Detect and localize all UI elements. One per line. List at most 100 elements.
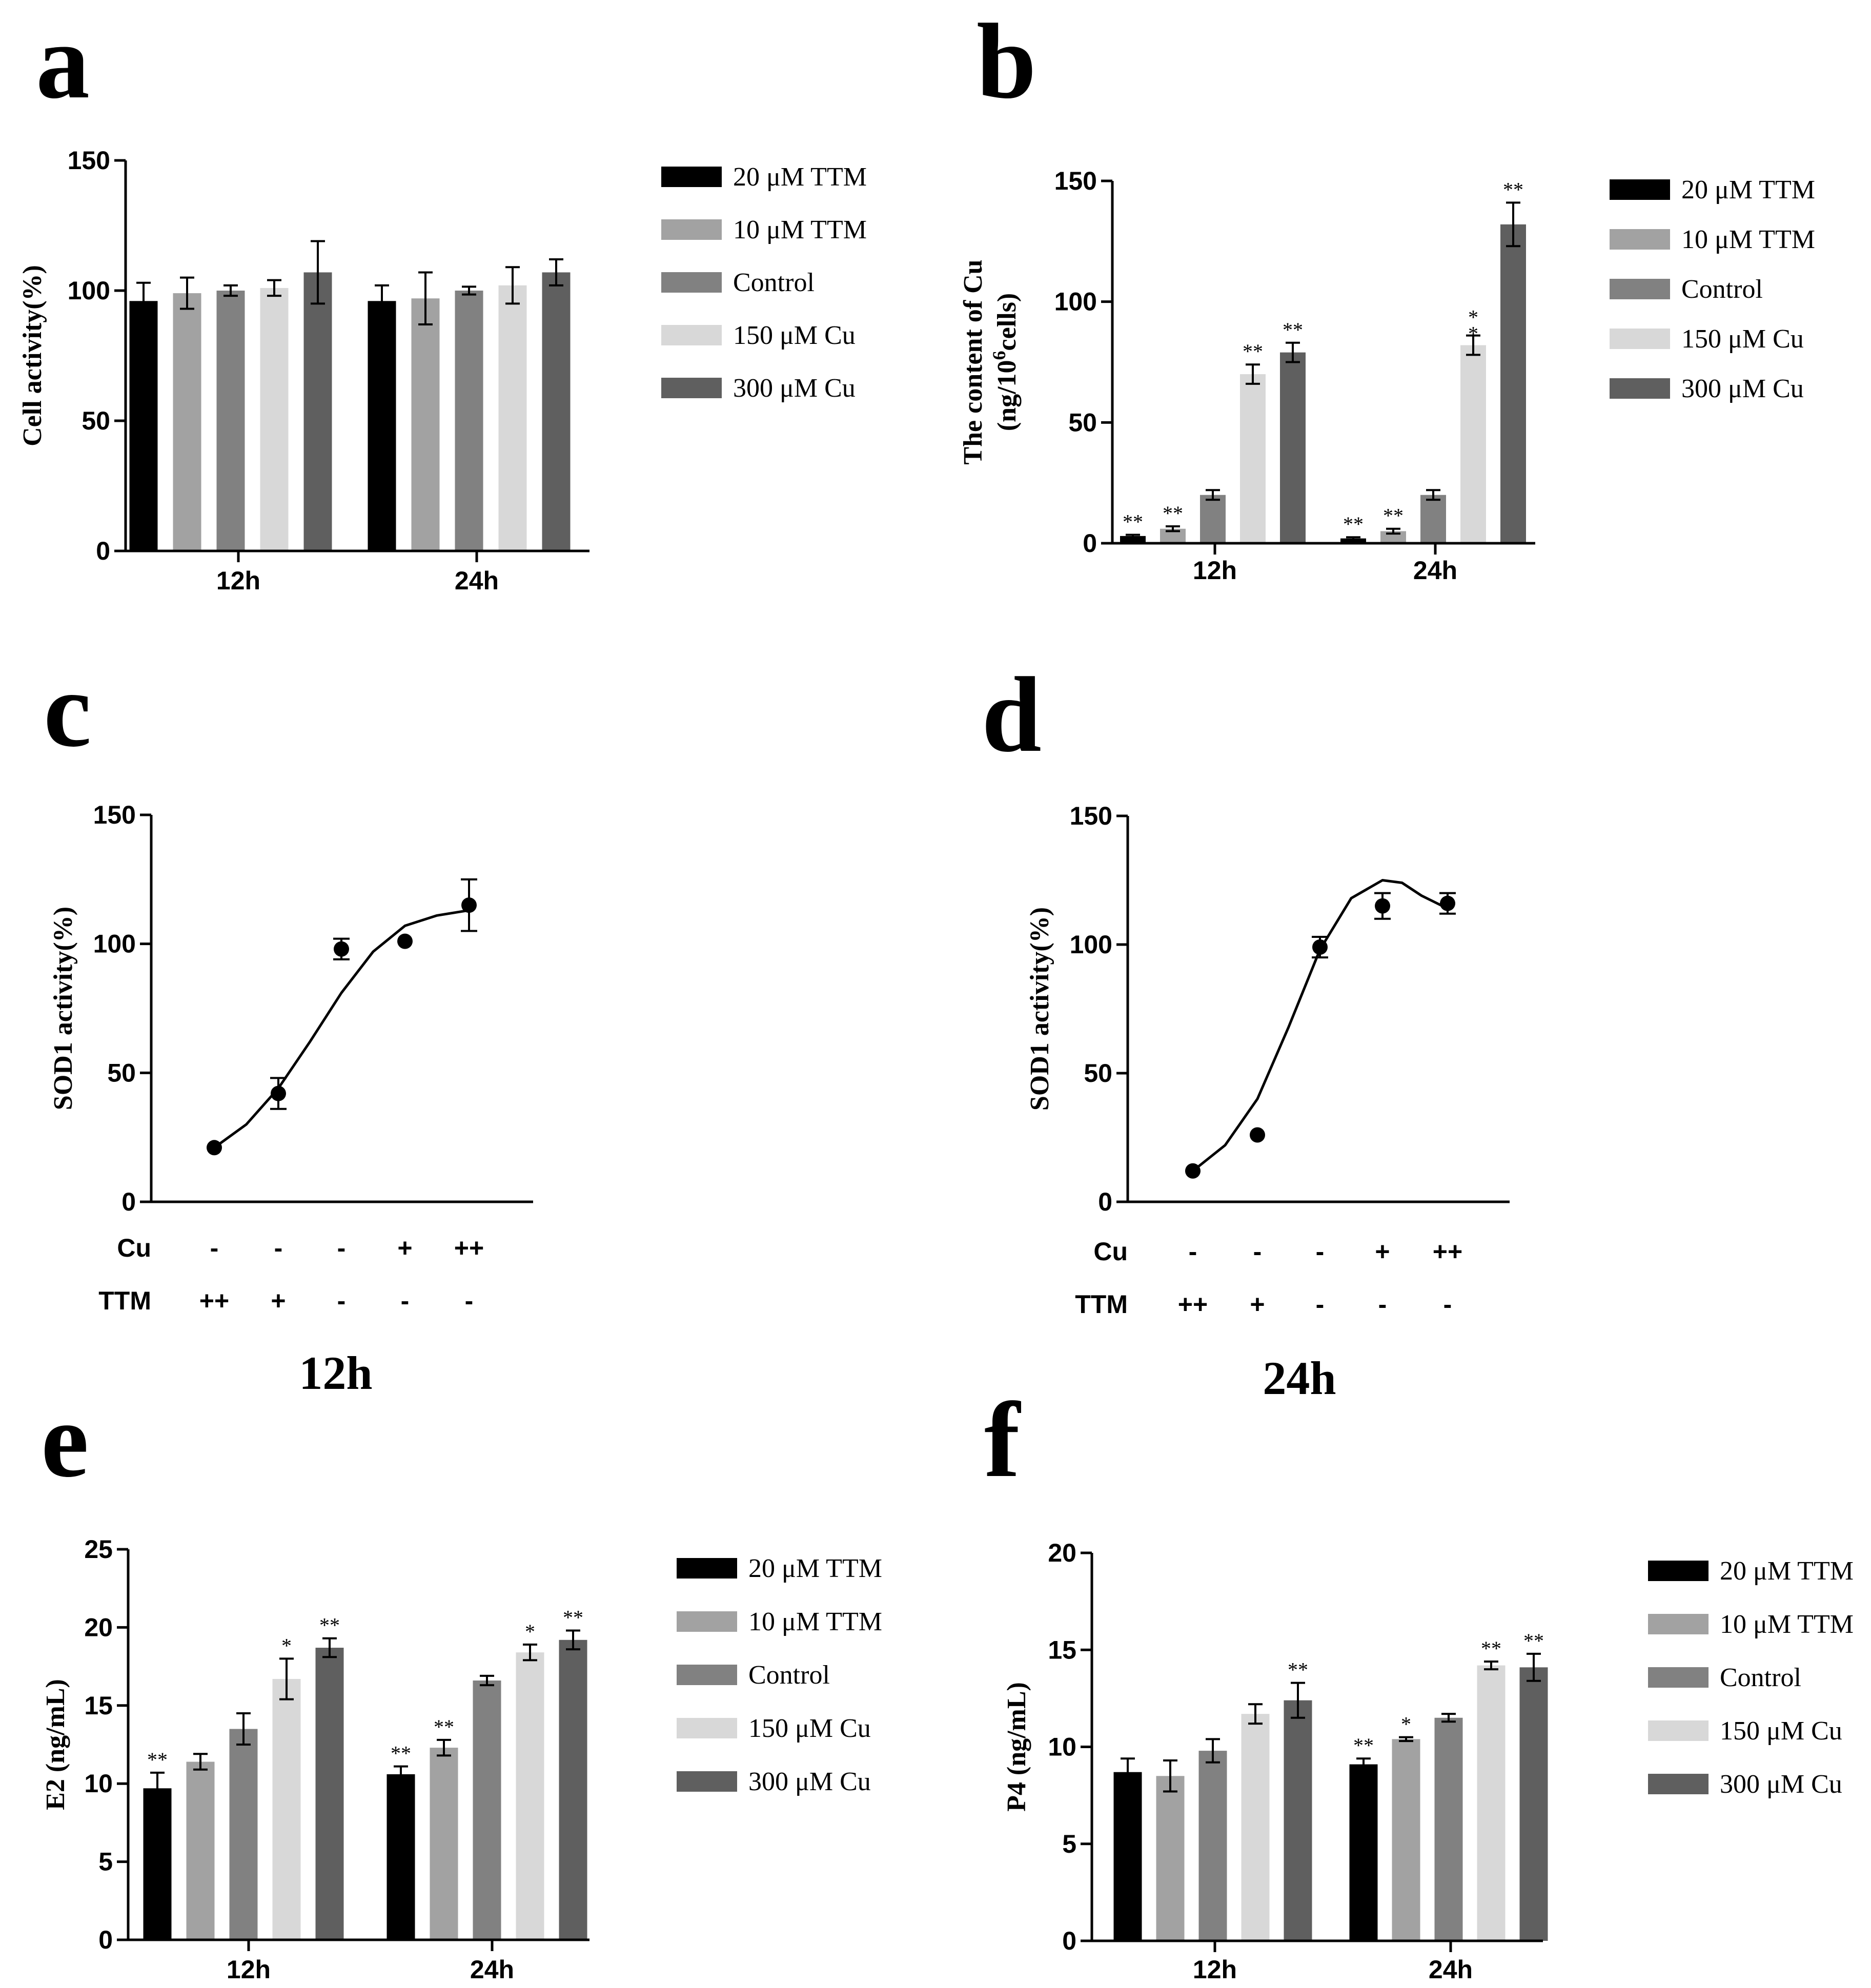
- legend-label: 20 μM TTM: [733, 162, 867, 192]
- ttm-row-label: TTM: [1075, 1290, 1128, 1319]
- bar: [430, 1748, 458, 1940]
- y-tick-label: 0: [96, 537, 110, 565]
- panel-a: a 12h 24h 0 50 100 150 Cell activity(%) 20 μM TT…: [18, 2, 867, 595]
- y-tick-label: 150: [68, 146, 110, 175]
- significance-mark: *: [1468, 322, 1478, 345]
- significance-mark: *: [1401, 1713, 1411, 1736]
- y-tick-label: 25: [84, 1535, 113, 1564]
- legend-label: 150 μM Cu: [1720, 1716, 1842, 1746]
- panel-letter: b: [977, 2, 1036, 121]
- y-tick-label: 50: [82, 406, 110, 435]
- bar: [260, 288, 289, 551]
- legend-swatch: [677, 1558, 737, 1579]
- data-point: [1185, 1163, 1201, 1179]
- significance-mark: **: [1243, 340, 1263, 363]
- y-tick-label: 50: [1068, 408, 1097, 437]
- legend-swatch: [661, 378, 722, 398]
- bar: [129, 301, 158, 551]
- significance-mark: **: [1481, 1637, 1501, 1660]
- y-tick-label: 100: [1054, 288, 1097, 316]
- bar: [1200, 495, 1226, 543]
- legend-label: Control: [1681, 275, 1763, 304]
- bar: [1460, 345, 1486, 543]
- cu-condition: -: [210, 1234, 219, 1262]
- data-point: [461, 897, 477, 913]
- significance-mark: **: [1353, 1734, 1374, 1757]
- legend-swatch: [1648, 1720, 1709, 1741]
- data-point: [1440, 895, 1455, 911]
- chart-title: 12h: [299, 1347, 372, 1399]
- significance-mark: **: [1383, 504, 1404, 527]
- bar: [1156, 1776, 1185, 1941]
- legend-swatch: [677, 1611, 737, 1632]
- y-axis-title: P4 (ng/mL): [1002, 1682, 1031, 1812]
- y-tick-label: 5: [98, 1848, 113, 1876]
- bar: [498, 285, 527, 551]
- ttm-condition: ++: [1178, 1290, 1208, 1319]
- cu-condition: +: [397, 1234, 412, 1262]
- y-axis-title-units: (ng/106cells): [989, 293, 1022, 431]
- legend-label: 20 μM TTM: [1681, 175, 1815, 204]
- y-axis-title: SOD1 activity(%): [49, 907, 78, 1110]
- y-tick-label: 15: [1048, 1635, 1076, 1664]
- bar: [1500, 224, 1526, 544]
- y-tick-label: 100: [68, 276, 110, 305]
- significance-mark: **: [1123, 510, 1143, 534]
- data-point: [207, 1140, 222, 1156]
- legend-label: Control: [748, 1661, 830, 1690]
- legend-label: 20 μM TTM: [1720, 1556, 1854, 1586]
- significance-mark: *: [525, 1620, 535, 1643]
- cu-condition: -: [1316, 1237, 1325, 1266]
- bar: [216, 291, 245, 551]
- y-tick-label: 15: [84, 1691, 113, 1720]
- legend-label: Control: [1720, 1663, 1801, 1692]
- units-superscript: 6: [989, 351, 1009, 360]
- data-point: [1250, 1127, 1265, 1143]
- legend-label: 300 μM Cu: [1720, 1770, 1842, 1799]
- bar: [1340, 538, 1366, 543]
- significance-mark: **: [1523, 1629, 1544, 1652]
- ttm-condition: +: [271, 1286, 286, 1315]
- y-tick-label: 100: [93, 930, 136, 958]
- y-tick-label: 100: [1070, 930, 1112, 959]
- legend-label: 10 μM TTM: [1720, 1610, 1854, 1639]
- bar: [1519, 1667, 1548, 1941]
- legend-swatch: [1610, 378, 1670, 399]
- legend-label: 20 μM TTM: [748, 1554, 882, 1583]
- legend-swatch: [677, 1718, 737, 1738]
- bar: [455, 291, 483, 551]
- legend-label: 300 μM Cu: [733, 374, 856, 403]
- ttm-row-label: TTM: [98, 1286, 151, 1315]
- y-tick-label: 5: [1062, 1830, 1076, 1858]
- x-tick-label: 12h: [1193, 1955, 1237, 1984]
- legend-label: 150 μM Cu: [733, 321, 856, 350]
- y-tick-label: 0: [1062, 1926, 1076, 1955]
- panel-letter: d: [982, 655, 1042, 774]
- bar: [229, 1729, 258, 1940]
- legend-swatch: [661, 219, 722, 240]
- data-point: [1312, 939, 1328, 955]
- y-axis-title: SOD1 activity(%): [1025, 907, 1054, 1111]
- ttm-condition: ++: [199, 1286, 229, 1315]
- legend-swatch: [1610, 229, 1670, 250]
- y-tick-label: 0: [98, 1925, 113, 1954]
- ttm-condition: -: [1378, 1290, 1387, 1319]
- y-tick-label: 50: [1084, 1059, 1112, 1088]
- y-tick-label: 20: [84, 1613, 113, 1642]
- panel-letter: f: [984, 1381, 1021, 1500]
- significance-mark: **: [391, 1742, 411, 1765]
- y-tick-label: 0: [1083, 529, 1097, 558]
- x-tick-label: 12h: [227, 1955, 271, 1984]
- bar: [272, 1678, 301, 1940]
- x-tick-label: 24h: [1429, 1955, 1473, 1984]
- significance-mark: **: [563, 1606, 583, 1629]
- bar: [315, 1648, 344, 1940]
- cu-condition: ++: [1433, 1237, 1462, 1266]
- ttm-condition: -: [401, 1286, 410, 1315]
- cu-condition: -: [337, 1234, 346, 1262]
- data-point: [397, 933, 413, 949]
- legend-label: 300 μM Cu: [1681, 374, 1804, 403]
- bar: [473, 1680, 501, 1940]
